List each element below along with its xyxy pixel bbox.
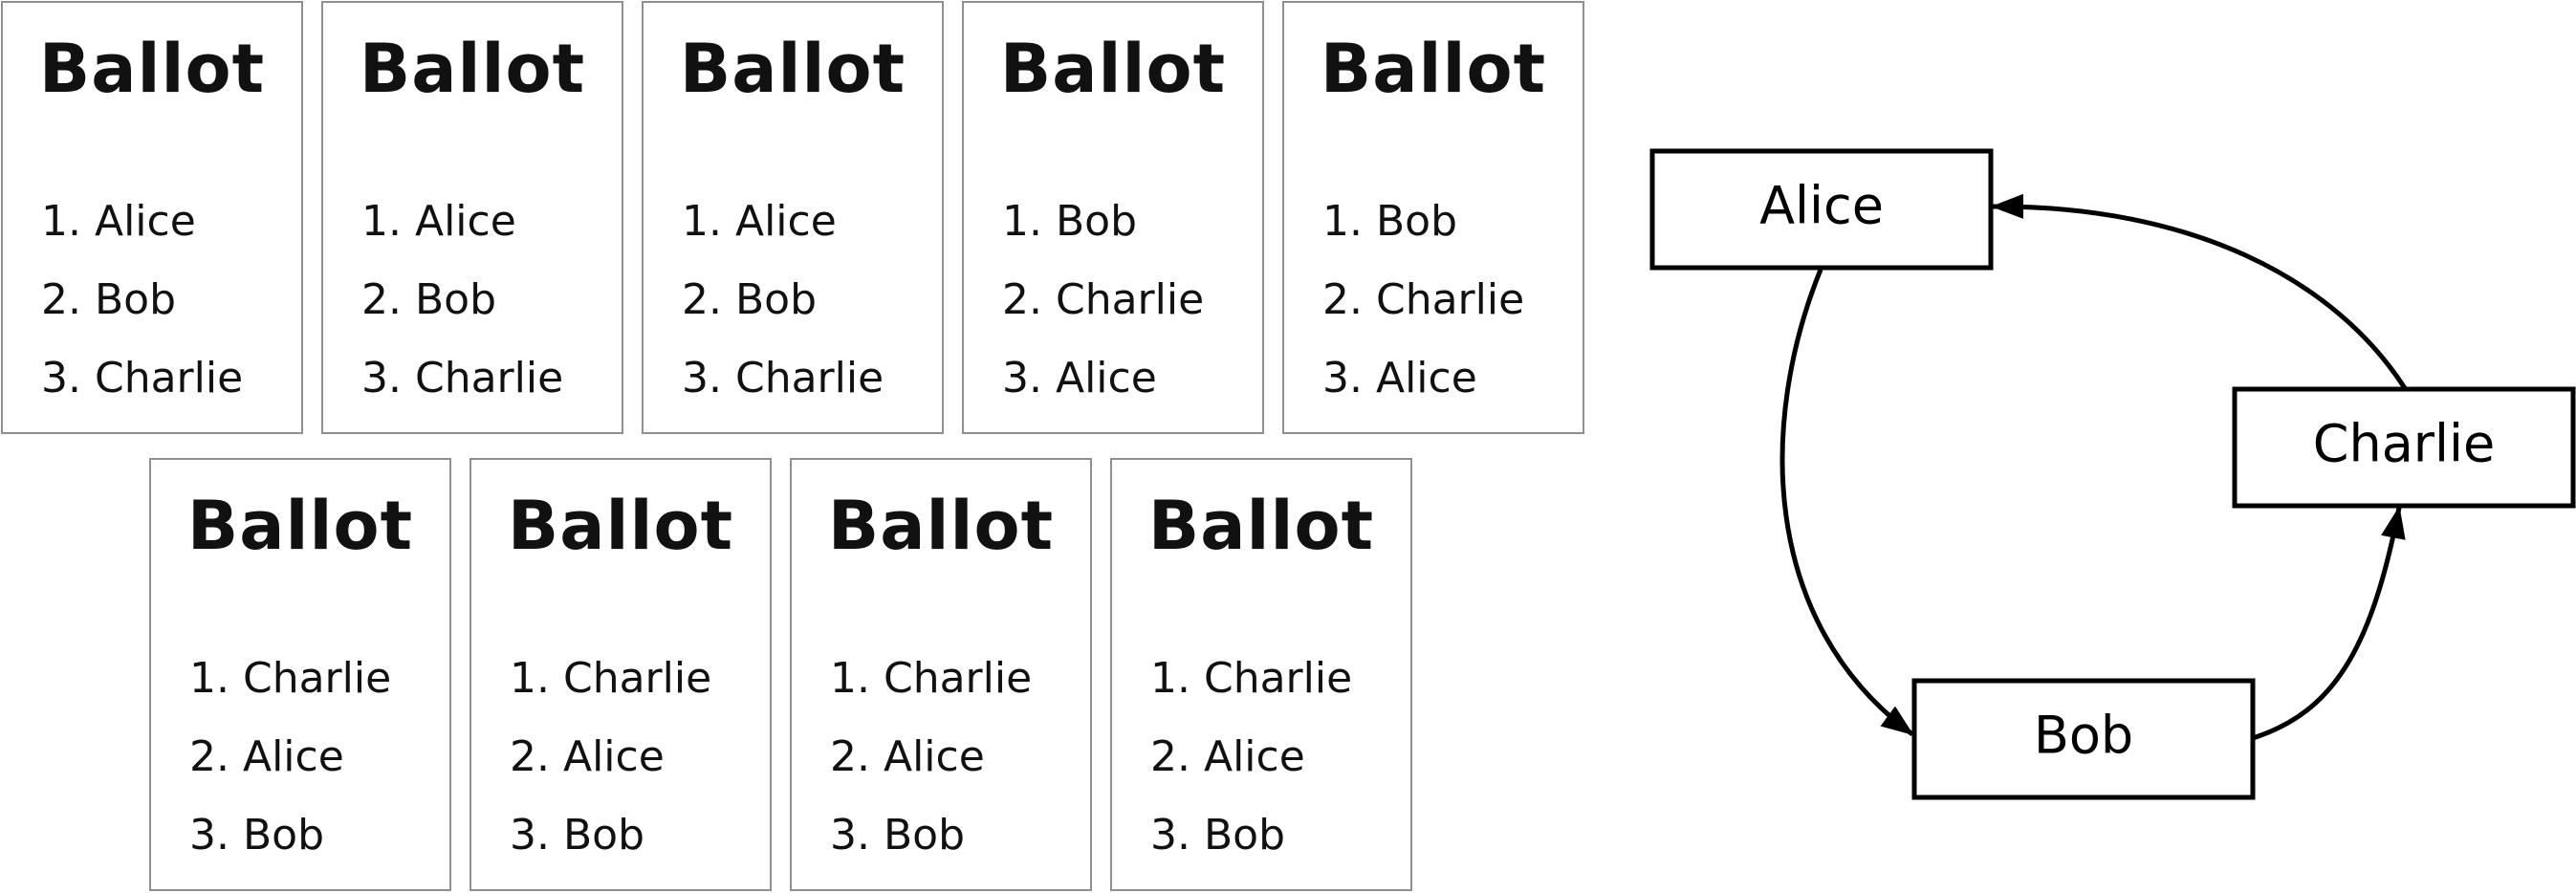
ballot-rank-1: 1. Charlie	[510, 654, 712, 703]
ballot-ranking-list: 1. Bob 2. Charlie 3. Alice	[1002, 183, 1204, 418]
ballot-title: Ballot	[827, 487, 1055, 565]
ballot-card-1: Ballot 1. Alice 2. Bob 3. Charlie	[1, 1, 303, 434]
ballot-rank-1: 1. Charlie	[1150, 654, 1353, 703]
ballot-rank-2: 2. Alice	[510, 732, 665, 781]
ballot-rank-3: 3. Bob	[830, 811, 966, 860]
ballot-rank-3: 3. Bob	[189, 811, 325, 860]
ballot-card-3: Ballot 1. Alice 2. Bob 3. Charlie	[642, 1, 944, 434]
ballot-rank-3: 3. Bob	[1150, 811, 1286, 860]
ballot-rank-2: 2. Alice	[830, 732, 985, 781]
node-bob: Bob	[1911, 678, 2256, 800]
ballot-title: Ballot	[38, 30, 266, 108]
ballot-ranking-list: 1. Charlie 2. Alice 3. Bob	[189, 640, 391, 875]
node-alice: Alice	[1649, 148, 1994, 271]
ballot-rank-3: 3. Charlie	[41, 354, 244, 403]
ballot-rank-1: 1. Alice	[361, 197, 516, 246]
ballot-ranking-list: 1. Charlie 2. Alice 3. Bob	[510, 640, 711, 875]
ballot-rank-3: 3. Charlie	[361, 354, 564, 403]
ballot-ranking-list: 1. Charlie 2. Alice 3. Bob	[830, 640, 1032, 875]
ballot-card-6: Ballot 1. Charlie 2. Alice 3. Bob	[149, 458, 451, 891]
ballot-card-9: Ballot 1. Charlie 2. Alice 3. Bob	[1110, 458, 1412, 891]
ballot-card-4: Ballot 1. Bob 2. Charlie 3. Alice	[962, 1, 1264, 434]
edge-charlie-to-alice	[1991, 193, 2408, 390]
ballot-rank-2: 2. Alice	[1150, 732, 1305, 781]
node-charlie: Charlie	[2232, 386, 2576, 509]
ballot-card-7: Ballot 1. Charlie 2. Alice 3. Bob	[469, 458, 772, 891]
ballot-rank-3: 3. Alice	[1002, 354, 1157, 403]
edge-alice-to-bob	[1779, 269, 1914, 737]
ballot-rank-3: 3. Alice	[1322, 354, 1477, 403]
ballot-rank-2: 2. Bob	[682, 275, 818, 324]
ballot-card-2: Ballot 1. Alice 2. Bob 3. Charlie	[321, 1, 623, 434]
ballot-ranking-list: 1. Alice 2. Bob 3. Charlie	[361, 183, 563, 418]
ballot-rank-3: 3. Charlie	[682, 354, 884, 403]
edge-bob-to-charlie	[2252, 506, 2406, 741]
ballot-ranking-list: 1. Charlie 2. Alice 3. Bob	[1150, 640, 1352, 875]
ballot-title: Ballot	[999, 30, 1227, 108]
ballot-rank-2: 2. Charlie	[1002, 275, 1205, 324]
ballot-rank-3: 3. Bob	[510, 811, 645, 860]
ballot-rank-1: 1. Bob	[1002, 197, 1138, 246]
ballot-rank-2: 2. Charlie	[1322, 275, 1525, 324]
ballot-rank-2: 2. Bob	[361, 275, 497, 324]
ballot-rank-1: 1. Alice	[682, 197, 837, 246]
ballot-rank-1: 1. Alice	[41, 197, 196, 246]
ballot-rank-1: 1. Charlie	[830, 654, 1033, 703]
ballot-rank-1: 1. Bob	[1322, 197, 1458, 246]
ballot-title: Ballot	[186, 487, 414, 565]
ballot-title: Ballot	[507, 487, 734, 565]
node-bob-label: Bob	[2034, 706, 2133, 766]
ballot-ranking-list: 1. Bob 2. Charlie 3. Alice	[1322, 183, 1524, 418]
ballot-title: Ballot	[679, 30, 906, 108]
ballot-rank-2: 2. Bob	[41, 275, 177, 324]
ballot-rank-2: 2. Alice	[189, 732, 344, 781]
ballot-rank-1: 1. Charlie	[189, 654, 392, 703]
ballot-card-8: Ballot 1. Charlie 2. Alice 3. Bob	[790, 458, 1092, 891]
node-charlie-label: Charlie	[2313, 414, 2495, 474]
node-alice-label: Alice	[1759, 176, 1884, 236]
ballot-ranking-list: 1. Alice 2. Bob 3. Charlie	[682, 183, 884, 418]
ballot-title: Ballot	[1147, 487, 1375, 565]
ballot-title: Ballot	[1320, 30, 1547, 108]
ballot-ranking-list: 1. Alice 2. Bob 3. Charlie	[41, 183, 243, 418]
ballot-title: Ballot	[359, 30, 586, 108]
ballot-card-5: Ballot 1. Bob 2. Charlie 3. Alice	[1282, 1, 1584, 434]
